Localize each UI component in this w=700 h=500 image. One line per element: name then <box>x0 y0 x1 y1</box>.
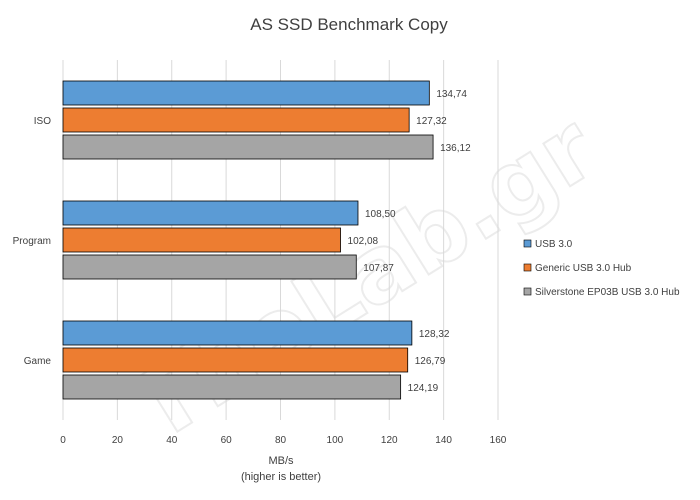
category-label: Game <box>24 356 52 367</box>
bar <box>62 227 341 253</box>
bar <box>62 80 430 106</box>
bar <box>62 107 410 133</box>
legend-label: USB 3.0 <box>535 239 573 250</box>
data-label: 108,50 <box>365 209 396 220</box>
data-label: 124,19 <box>408 383 439 394</box>
bar <box>62 320 413 346</box>
bar <box>62 200 359 226</box>
x-tick-label: 100 <box>327 435 344 446</box>
legend-swatch <box>523 239 532 248</box>
data-label: 136,12 <box>440 143 471 154</box>
legend-swatch <box>523 287 532 296</box>
x-tick-label: 60 <box>221 435 233 446</box>
data-label: 126,79 <box>415 356 446 367</box>
x-tick-label: 0 <box>60 435 66 446</box>
category-labels: ISO Program Game <box>13 116 52 367</box>
bar <box>62 374 402 400</box>
data-label: 134,74 <box>436 89 467 100</box>
x-tick-label: 20 <box>112 435 124 446</box>
category-label: ISO <box>34 116 51 127</box>
data-labels: 134,74 127,32 136,12 108,50 102,08 107,87 128,… <box>348 89 472 394</box>
legend-label: Generic USB 3.0 Hub <box>535 263 632 274</box>
category-label: Program <box>13 236 51 247</box>
x-axis-ticks: 0 20 40 60 80 100 120 140 160 <box>60 435 507 446</box>
bar <box>62 134 434 160</box>
bar <box>62 347 409 373</box>
data-label: 107,87 <box>363 263 394 274</box>
legend: USB 3.0 Generic USB 3.0 Hub Silverstone EP… <box>523 239 680 298</box>
data-label: 102,08 <box>348 236 379 247</box>
legend-label: Silverstone EP03B USB 3.0 Hub <box>535 287 680 298</box>
x-tick-label: 80 <box>275 435 287 446</box>
legend-swatch <box>523 263 532 272</box>
x-tick-label: 160 <box>490 435 507 446</box>
bars <box>62 80 434 400</box>
data-label: 127,32 <box>416 116 447 127</box>
x-tick-label: 40 <box>166 435 178 446</box>
x-axis-subtitle: (higher is better) <box>241 471 321 483</box>
chart-title: AS SSD Benchmark Copy <box>250 15 448 34</box>
bar <box>62 254 357 280</box>
data-label: 128,32 <box>419 329 450 340</box>
x-tick-label: 120 <box>381 435 398 446</box>
x-axis-title: MB/s <box>268 455 294 467</box>
x-tick-label: 140 <box>435 435 452 446</box>
